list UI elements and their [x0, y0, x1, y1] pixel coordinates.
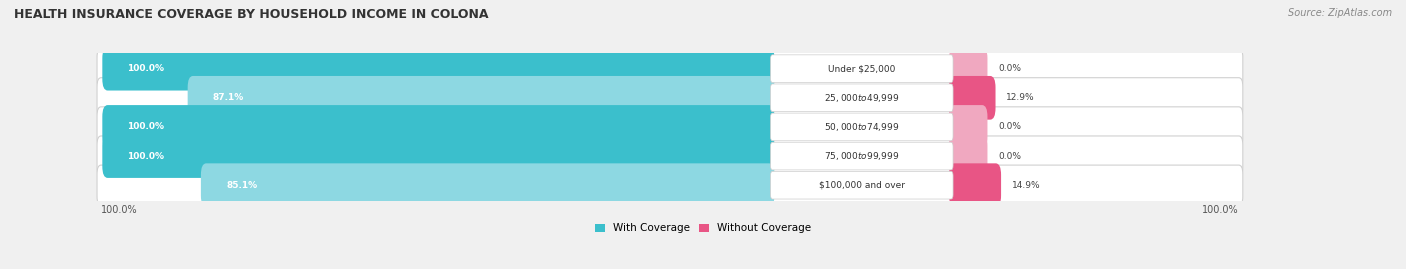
Text: $25,000 to $49,999: $25,000 to $49,999 — [824, 92, 900, 104]
Text: 85.1%: 85.1% — [226, 181, 257, 190]
FancyBboxPatch shape — [949, 134, 987, 178]
Text: 12.9%: 12.9% — [1007, 93, 1035, 102]
FancyBboxPatch shape — [103, 105, 775, 149]
Text: 100.0%: 100.0% — [128, 64, 165, 73]
FancyBboxPatch shape — [201, 163, 775, 207]
Text: $50,000 to $74,999: $50,000 to $74,999 — [824, 121, 900, 133]
FancyBboxPatch shape — [97, 49, 1243, 89]
Text: 100.0%: 100.0% — [101, 205, 138, 215]
Text: 100.0%: 100.0% — [1202, 205, 1239, 215]
FancyBboxPatch shape — [949, 76, 995, 120]
FancyBboxPatch shape — [103, 47, 775, 91]
FancyBboxPatch shape — [949, 163, 1001, 207]
Text: HEALTH INSURANCE COVERAGE BY HOUSEHOLD INCOME IN COLONA: HEALTH INSURANCE COVERAGE BY HOUSEHOLD I… — [14, 8, 488, 21]
FancyBboxPatch shape — [770, 142, 953, 170]
Text: Under $25,000: Under $25,000 — [828, 64, 896, 73]
FancyBboxPatch shape — [949, 105, 987, 149]
FancyBboxPatch shape — [770, 113, 953, 141]
Text: 87.1%: 87.1% — [212, 93, 245, 102]
Text: 14.9%: 14.9% — [1012, 181, 1040, 190]
Text: $75,000 to $99,999: $75,000 to $99,999 — [824, 150, 900, 162]
Text: 0.0%: 0.0% — [998, 151, 1021, 161]
FancyBboxPatch shape — [949, 47, 987, 91]
Text: $100,000 and over: $100,000 and over — [818, 181, 905, 190]
FancyBboxPatch shape — [187, 76, 775, 120]
Legend: With Coverage, Without Coverage: With Coverage, Without Coverage — [591, 219, 815, 238]
Text: 100.0%: 100.0% — [128, 122, 165, 132]
Text: 100.0%: 100.0% — [128, 151, 165, 161]
FancyBboxPatch shape — [770, 171, 953, 199]
Text: 0.0%: 0.0% — [998, 64, 1021, 73]
Text: Source: ZipAtlas.com: Source: ZipAtlas.com — [1288, 8, 1392, 18]
FancyBboxPatch shape — [97, 78, 1243, 118]
FancyBboxPatch shape — [770, 55, 953, 83]
FancyBboxPatch shape — [97, 107, 1243, 147]
Text: 0.0%: 0.0% — [998, 122, 1021, 132]
FancyBboxPatch shape — [103, 134, 775, 178]
FancyBboxPatch shape — [97, 165, 1243, 205]
FancyBboxPatch shape — [770, 84, 953, 112]
FancyBboxPatch shape — [97, 136, 1243, 176]
